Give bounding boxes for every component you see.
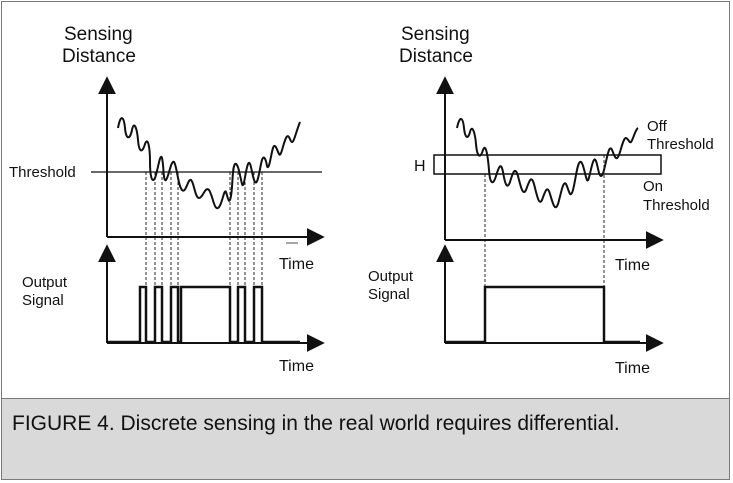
on-threshold-label-line2: Threshold (643, 197, 710, 214)
left-top-x-label: Time (279, 256, 314, 273)
right-bottom-x-label: Time (615, 360, 650, 377)
right-output-label-line2: Signal (368, 286, 410, 303)
right-panel: Sensing Distance H Off Threshold On Thre… (368, 24, 714, 377)
on-threshold-label-line1: On (643, 178, 663, 195)
left-crossing-guides (145, 172, 263, 287)
left-output-label-line1: Output (22, 274, 68, 291)
left-output-signal (107, 285, 300, 344)
off-threshold-label-line2: Threshold (647, 136, 714, 153)
left-output-label-line2: Signal (22, 292, 64, 309)
left-threshold-label: Threshold (9, 164, 76, 181)
right-y-label-line2: Distance (399, 46, 473, 67)
left-y-label-line1: Sensing (64, 24, 133, 45)
hysteresis-band (433, 154, 662, 175)
off-threshold-label-line1: Off (647, 118, 668, 135)
right-output-label-line1: Output (368, 268, 414, 285)
right-y-label-line1: Sensing (401, 24, 470, 45)
right-output-signal (445, 285, 640, 344)
sensing-diagram: Sensing Distance Threshold Time Output (9, 24, 714, 377)
left-panel: Sensing Distance Threshold Time Output (9, 24, 325, 375)
right-top-x-label: Time (615, 257, 650, 274)
right-signal-curve (456, 118, 639, 209)
left-signal-curve (117, 117, 301, 210)
right-crossing-guides (484, 155, 605, 287)
left-bottom-x-label: Time (279, 358, 314, 375)
left-y-label-line2: Distance (62, 46, 136, 67)
figure-caption: FIGURE 4. Discrete sensing in the real w… (1, 398, 730, 480)
h-label: H (414, 158, 426, 175)
